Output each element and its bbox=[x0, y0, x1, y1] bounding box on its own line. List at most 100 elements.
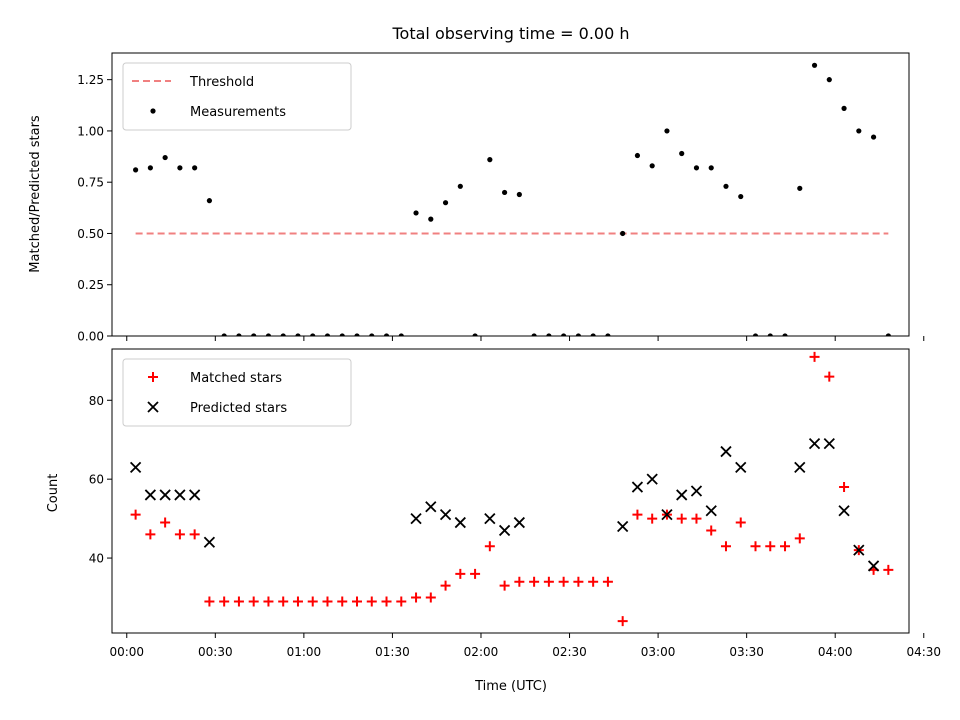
matched-stars-point bbox=[189, 529, 200, 540]
measurements-point bbox=[885, 333, 891, 336]
matched-stars-point bbox=[529, 576, 540, 587]
measurements-point bbox=[679, 150, 685, 157]
measurements-point bbox=[501, 189, 508, 196]
measurements-point bbox=[767, 333, 773, 336]
measurements-point bbox=[870, 134, 877, 140]
measurements-legend-label: Measurements bbox=[190, 105, 286, 120]
measurements-point bbox=[147, 165, 153, 171]
predicted-stars-point bbox=[794, 461, 806, 473]
predicted-stars-point bbox=[439, 509, 452, 521]
matched-stars-point bbox=[794, 533, 805, 544]
predicted-stars-point bbox=[631, 481, 644, 493]
predicted-stars-point bbox=[853, 544, 865, 556]
measurements-point bbox=[295, 333, 301, 336]
bottom-y-tick-label: 80 bbox=[89, 394, 104, 408]
measurements-point bbox=[457, 183, 463, 189]
measurements-point bbox=[516, 191, 522, 198]
bottom-y-tick-label: 40 bbox=[89, 552, 104, 566]
measurements-point bbox=[797, 185, 803, 191]
matched-stars-legend-label: Matched stars bbox=[190, 371, 282, 386]
matched-stars-point bbox=[543, 576, 554, 587]
measurements-point bbox=[428, 216, 434, 222]
matched-stars-point bbox=[174, 529, 185, 540]
top-plot-frame bbox=[111, 52, 910, 337]
predicted-stars-point bbox=[513, 516, 525, 529]
predicted-stars-point bbox=[129, 461, 142, 473]
matched-stars-point bbox=[248, 596, 259, 607]
x-axis-label: Time (UTC) bbox=[474, 679, 547, 694]
bottom-y-tick-label: 60 bbox=[89, 473, 104, 487]
measurements-point bbox=[487, 157, 493, 163]
measurements-point bbox=[221, 333, 227, 336]
matched-stars-point bbox=[130, 509, 141, 520]
measurements-point bbox=[752, 333, 759, 336]
top-y-tick-label: 0.25 bbox=[77, 278, 104, 292]
measurements-point bbox=[782, 333, 788, 336]
matched-stars-point bbox=[839, 482, 850, 493]
top-y-tick-label: 0.75 bbox=[77, 176, 104, 190]
matched-stars-point bbox=[676, 513, 687, 524]
measurements-point bbox=[738, 193, 744, 200]
matched-stars-point bbox=[337, 596, 348, 607]
matched-stars-point bbox=[219, 596, 230, 607]
predicted-stars-point bbox=[159, 489, 171, 501]
matched-stars-point bbox=[145, 529, 156, 540]
predicted-stars-point bbox=[808, 438, 821, 450]
measurements-point bbox=[265, 333, 272, 336]
predicted-stars-point bbox=[617, 520, 629, 533]
x-tick-label: 03:00 bbox=[641, 645, 676, 659]
matched-stars-point bbox=[824, 371, 835, 382]
matched-stars-point bbox=[455, 568, 466, 579]
matched-stars-point bbox=[765, 541, 776, 552]
matched-stars-point bbox=[735, 517, 746, 528]
measurements-point bbox=[206, 198, 213, 204]
predicted-stars-point bbox=[705, 505, 717, 517]
bottom-legend-box bbox=[122, 358, 352, 427]
matched-stars-point bbox=[396, 596, 407, 607]
predicted-stars-point bbox=[735, 461, 747, 473]
bottom-plot-frame bbox=[111, 348, 910, 634]
measurements-point bbox=[723, 183, 729, 189]
matched-stars-point bbox=[691, 513, 702, 524]
matched-stars-point bbox=[617, 616, 628, 627]
measurements-point bbox=[472, 333, 478, 336]
measurements-point bbox=[546, 333, 552, 336]
measurements-point bbox=[811, 62, 818, 68]
matched-stars-point bbox=[425, 592, 436, 603]
matched-stars-legend-marker bbox=[148, 372, 158, 382]
measurements-point bbox=[236, 333, 242, 336]
x-tick-label: 02:30 bbox=[552, 645, 587, 659]
predicted-stars-point bbox=[823, 438, 835, 450]
matched-stars-point bbox=[499, 580, 510, 591]
measurements-point bbox=[841, 105, 847, 111]
measurements-point bbox=[856, 128, 862, 134]
bottom-panel: 00:00 00:30 01:00 01:30 02:00 02:30 03:00 03:30… bbox=[89, 348, 941, 659]
matched-stars-point bbox=[366, 596, 377, 607]
measurements-point bbox=[280, 333, 286, 336]
measurements-point bbox=[192, 165, 198, 171]
predicted-stars-point bbox=[690, 485, 703, 497]
top-chart-title: Total observing time = 0.00 h bbox=[391, 24, 629, 43]
measurements-point bbox=[664, 128, 670, 134]
predicted-stars-point bbox=[189, 489, 201, 501]
measurements-point bbox=[413, 210, 419, 216]
predicted-stars-legend-label: Predicted stars bbox=[190, 401, 287, 416]
matched-stars-point bbox=[602, 576, 613, 587]
matched-stars-point bbox=[558, 576, 569, 587]
measurements-point bbox=[133, 167, 139, 173]
predicted-stars-point bbox=[498, 524, 511, 537]
matched-stars-point bbox=[809, 351, 820, 362]
matched-stars-point bbox=[381, 596, 392, 607]
top-plot-area bbox=[133, 62, 891, 336]
x-tick-label: 00:30 bbox=[198, 645, 233, 659]
top-y-tick-label: 0.00 bbox=[77, 330, 104, 344]
predicted-stars-point bbox=[676, 489, 688, 501]
top-legend-box bbox=[122, 62, 352, 131]
measurements-point bbox=[354, 333, 360, 336]
top-panel: 0.00 0.25 0.50 0.75 1.00 1.25 Threshold Measure… bbox=[77, 52, 925, 344]
measurements-point bbox=[383, 333, 390, 336]
predicted-stars-point bbox=[410, 512, 422, 525]
matched-stars-point bbox=[263, 596, 274, 607]
top-y-tick-label: 1.25 bbox=[77, 73, 104, 87]
matched-stars-point bbox=[440, 580, 451, 591]
